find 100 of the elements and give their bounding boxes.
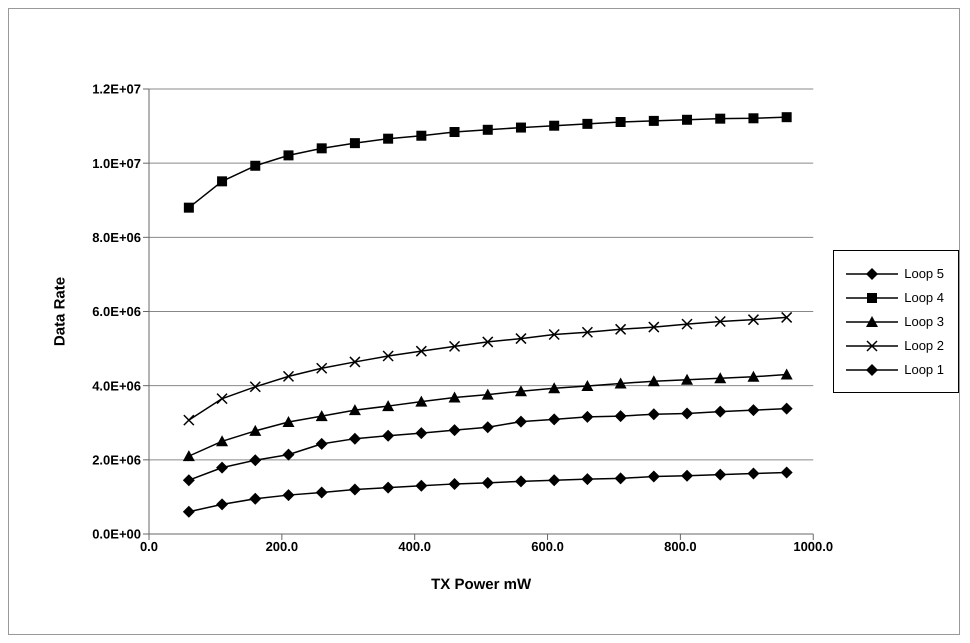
point: [747, 404, 760, 416]
point: [748, 113, 758, 124]
point: [283, 150, 294, 160]
point: [448, 392, 461, 403]
point: [482, 476, 494, 489]
point: [548, 328, 560, 340]
point: [715, 114, 726, 124]
point: [548, 413, 560, 426]
point: [382, 482, 394, 494]
legend-label: Loop 2: [904, 338, 944, 353]
point: [482, 336, 494, 348]
point: [282, 416, 294, 428]
point: [416, 345, 428, 357]
point: [448, 340, 460, 352]
x-tick-label: 200.0: [266, 539, 298, 554]
point: [348, 432, 361, 445]
point: [348, 404, 361, 416]
y-tick-label: 8.0E+06: [92, 230, 141, 245]
point: [216, 462, 228, 474]
point: [249, 454, 262, 466]
point: [548, 382, 560, 394]
point: [748, 314, 760, 326]
point: [249, 492, 262, 505]
legend-label: Loop 4: [904, 290, 944, 305]
point: [183, 414, 195, 426]
point: [448, 424, 461, 436]
point: [482, 124, 493, 135]
point: [216, 392, 228, 404]
legend-label: Loop 5: [904, 266, 944, 281]
point: [681, 407, 694, 420]
point: [282, 448, 294, 461]
point: [316, 143, 327, 154]
point: [614, 377, 627, 388]
point: [581, 410, 594, 423]
point: [581, 380, 594, 392]
point: [182, 474, 195, 486]
point: [747, 370, 760, 382]
point: [614, 410, 627, 422]
point: [383, 134, 394, 144]
point: [682, 114, 692, 125]
point: [648, 321, 660, 333]
point: [482, 421, 494, 434]
point: [780, 312, 792, 324]
point: [516, 122, 526, 133]
legend-label: Loop 3: [904, 314, 944, 329]
point: [316, 410, 328, 422]
legend-label: Loop 1: [904, 362, 944, 377]
point: [316, 438, 328, 450]
point: [681, 318, 693, 330]
point: [316, 486, 328, 498]
point: [316, 362, 328, 374]
point: [217, 176, 228, 186]
y-tick-label: 1.2E+07: [92, 82, 141, 97]
point: [780, 466, 793, 478]
point: [282, 489, 294, 502]
point: [482, 388, 494, 400]
point: [548, 474, 560, 486]
point: [616, 117, 626, 128]
point: [714, 316, 726, 328]
point: [448, 478, 461, 490]
x-tick-label: 1000.0: [793, 539, 834, 554]
point: [681, 470, 694, 482]
y-tick-label: 0.0E+00: [92, 526, 141, 542]
point: [780, 368, 793, 380]
y-tick-label: 6.0E+06: [92, 304, 141, 320]
point: [514, 475, 527, 488]
point: [382, 430, 394, 442]
point: [250, 381, 262, 393]
point: [282, 370, 294, 382]
point: [581, 473, 594, 486]
point: [415, 427, 428, 440]
point: [648, 116, 659, 126]
y-tick-label: 1.0E+07: [92, 156, 141, 171]
point: [350, 138, 360, 148]
point: [714, 406, 726, 418]
point: [216, 435, 228, 446]
point: [348, 484, 361, 496]
point: [515, 332, 527, 344]
point: [582, 326, 594, 338]
point: [514, 416, 527, 428]
x-tick-label: 800.0: [664, 539, 697, 554]
point: [614, 472, 627, 484]
point: [249, 424, 262, 436]
point: [614, 324, 626, 336]
point: [184, 202, 194, 213]
point: [648, 408, 660, 420]
x-axis-title: TX Power mW: [431, 576, 532, 593]
x-tick-label: 0.0: [140, 539, 158, 554]
point: [747, 468, 760, 480]
x-tick-label: 400.0: [398, 539, 431, 554]
y-tick-label: 4.0E+06: [92, 378, 141, 394]
point: [714, 372, 726, 384]
y-tick-label: 2.0E+06: [92, 452, 141, 468]
point: [415, 480, 428, 492]
point: [681, 374, 694, 385]
point: [416, 130, 426, 141]
point: [782, 112, 792, 122]
x-tick-label: 600.0: [531, 539, 564, 554]
point: [349, 356, 361, 368]
point: [250, 160, 260, 171]
